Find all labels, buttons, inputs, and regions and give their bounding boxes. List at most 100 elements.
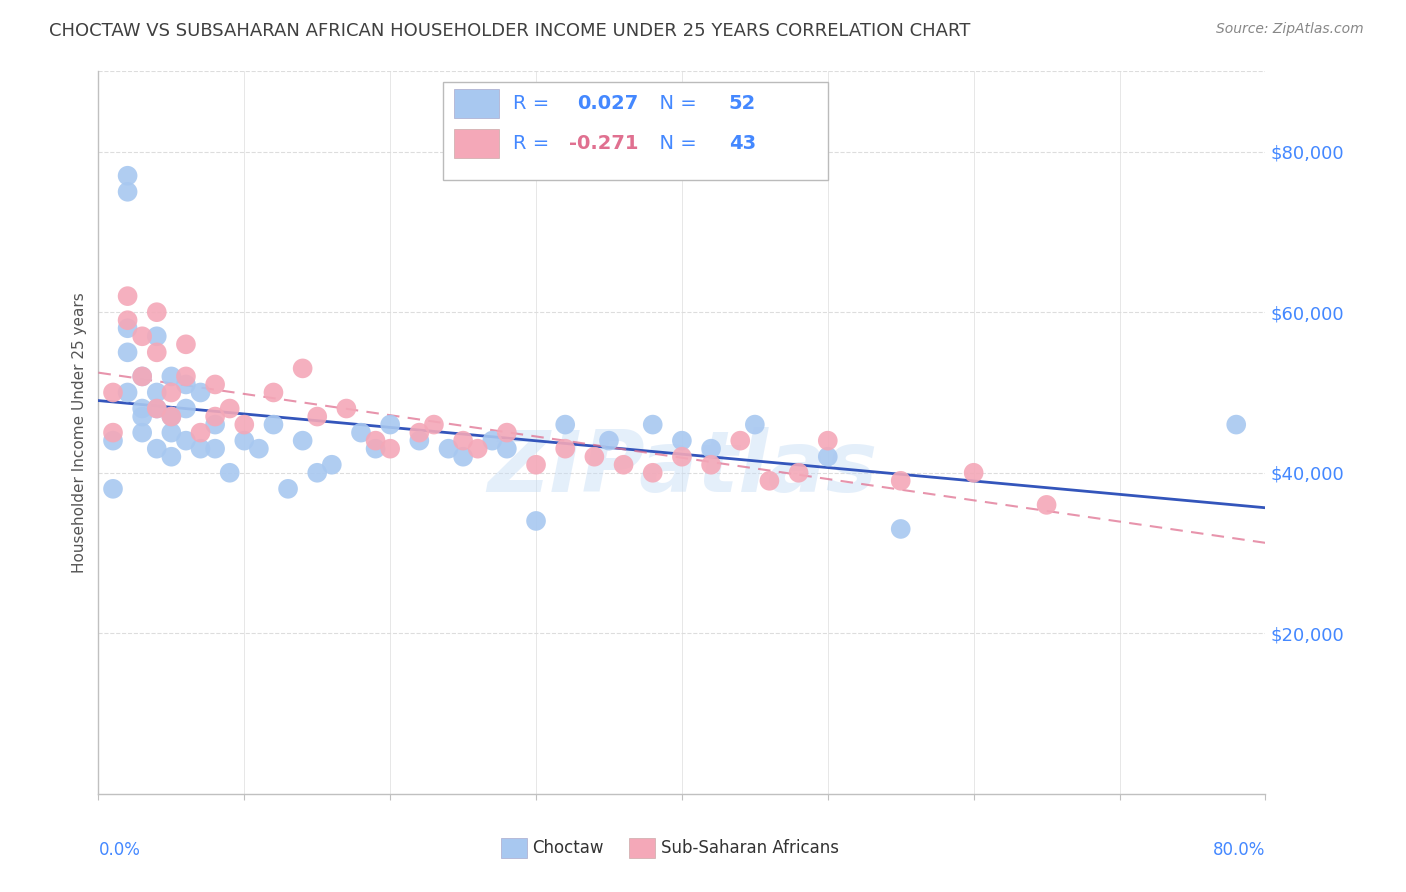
Point (437, 442, 460, 456)
Point (146, 345, 169, 359)
Point (962, 466, 984, 480)
Point (101, 434, 124, 448)
Point (146, 305, 169, 319)
Point (554, 442, 576, 456)
Point (117, 321, 139, 335)
Text: R =: R = (513, 134, 555, 153)
FancyBboxPatch shape (501, 838, 527, 858)
Point (117, 345, 139, 359)
Point (174, 401, 197, 416)
Point (262, 385, 284, 400)
Point (160, 369, 183, 384)
Point (524, 458, 547, 472)
Point (101, 385, 124, 400)
Text: N =: N = (647, 95, 703, 113)
Point (451, 450, 474, 464)
Text: Source: ZipAtlas.com: Source: ZipAtlas.com (1216, 22, 1364, 37)
Point (233, 417, 256, 432)
Point (117, 313, 139, 327)
FancyBboxPatch shape (630, 838, 655, 858)
Point (174, 434, 197, 448)
Point (1035, 498, 1057, 512)
FancyBboxPatch shape (454, 129, 499, 158)
Point (247, 442, 270, 456)
Point (350, 425, 373, 440)
Point (204, 442, 226, 456)
Point (131, 409, 153, 424)
Point (380, 417, 402, 432)
Point (117, 185, 139, 199)
Point (1225, 417, 1247, 432)
Point (817, 434, 839, 448)
Point (364, 442, 387, 456)
Point (730, 434, 752, 448)
Point (700, 458, 723, 472)
Point (233, 434, 256, 448)
Point (408, 425, 430, 440)
Point (131, 369, 153, 384)
Point (335, 401, 357, 416)
FancyBboxPatch shape (443, 82, 828, 180)
Point (380, 442, 402, 456)
Text: 52: 52 (728, 95, 756, 113)
FancyBboxPatch shape (454, 89, 499, 119)
Point (190, 442, 212, 456)
Point (744, 417, 766, 432)
Point (160, 409, 183, 424)
Point (218, 401, 240, 416)
Point (364, 434, 387, 448)
Point (307, 466, 329, 480)
Text: -0.271: -0.271 (568, 134, 638, 153)
Point (131, 425, 153, 440)
Point (307, 409, 329, 424)
Text: Choctaw: Choctaw (533, 839, 605, 857)
Point (671, 434, 693, 448)
Point (481, 434, 503, 448)
Point (262, 417, 284, 432)
Point (131, 369, 153, 384)
Point (204, 377, 226, 392)
Point (117, 385, 139, 400)
Text: 0.0%: 0.0% (98, 841, 141, 859)
Point (218, 466, 240, 480)
Point (598, 434, 620, 448)
Point (146, 385, 169, 400)
Text: ZIPatlas: ZIPatlas (486, 427, 877, 510)
Point (174, 377, 197, 392)
Point (101, 482, 124, 496)
Text: Sub-Saharan Africans: Sub-Saharan Africans (661, 839, 839, 857)
Point (671, 450, 693, 464)
Point (190, 385, 212, 400)
Text: CHOCTAW VS SUBSAHARAN AFRICAN HOUSEHOLDER INCOME UNDER 25 YEARS CORRELATION CHAR: CHOCTAW VS SUBSAHARAN AFRICAN HOUSEHOLDE… (49, 22, 970, 40)
Point (700, 442, 723, 456)
Point (321, 458, 343, 472)
Point (890, 522, 912, 536)
Point (101, 425, 124, 440)
Point (204, 409, 226, 424)
Point (160, 450, 183, 464)
Point (160, 409, 183, 424)
Point (467, 442, 489, 456)
Point (890, 474, 912, 488)
Text: 0.027: 0.027 (576, 95, 638, 113)
Point (146, 401, 169, 416)
Point (787, 466, 810, 480)
Point (117, 169, 139, 183)
Point (190, 425, 212, 440)
Point (117, 289, 139, 303)
Point (160, 385, 183, 400)
Text: 80.0%: 80.0% (1213, 841, 1265, 859)
Point (174, 369, 197, 384)
Text: 43: 43 (728, 134, 755, 153)
Text: R =: R = (513, 95, 555, 113)
Point (146, 401, 169, 416)
Text: N =: N = (647, 134, 703, 153)
Point (131, 401, 153, 416)
Point (554, 417, 576, 432)
Point (131, 329, 153, 343)
Point (612, 458, 634, 472)
Y-axis label: Householder Income Under 25 years: Householder Income Under 25 years (72, 293, 87, 573)
Point (583, 450, 606, 464)
Point (641, 466, 664, 480)
Point (817, 450, 839, 464)
